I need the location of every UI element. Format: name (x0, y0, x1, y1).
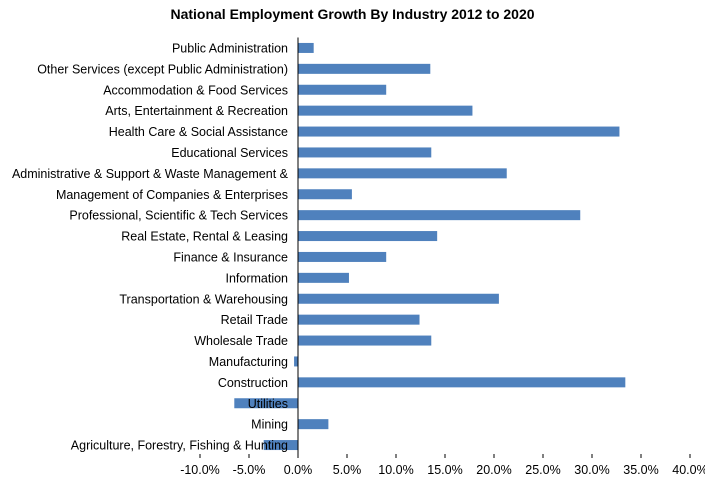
category-labels-group: Public Administration Other Services (exc… (12, 41, 289, 452)
bars-group (234, 42, 626, 451)
bar-7 (298, 189, 352, 200)
bar-12 (298, 293, 499, 304)
category-label-6: Administrative & Support & Waste Managem… (12, 167, 289, 181)
category-label-16: Construction (218, 376, 288, 390)
bar-19 (263, 440, 298, 451)
bar-18 (298, 419, 329, 430)
category-label-5: Educational Services (171, 146, 288, 160)
bar-1 (298, 63, 431, 74)
bar-6 (298, 168, 507, 179)
bar-17 (234, 398, 298, 409)
x-tick-label-6: 20.0% (476, 463, 511, 477)
bar-5 (298, 147, 432, 158)
category-label-10: Finance & Insurance (173, 250, 288, 264)
category-label-13: Retail Trade (221, 313, 288, 327)
x-tick-label-0: -10.0% (180, 463, 220, 477)
bar-4 (298, 126, 620, 137)
category-label-7: Management of Companies & Enterprises (56, 188, 288, 202)
category-label-15: Manufacturing (209, 355, 288, 369)
bar-9 (298, 231, 438, 242)
category-label-19: Agriculture, Forestry, Fishing & Hunting (71, 439, 288, 453)
bar-8 (298, 210, 581, 221)
category-label-1: Other Services (except Public Administra… (37, 62, 288, 76)
bar-14 (298, 335, 432, 346)
bar-16 (298, 377, 626, 388)
x-tick-label-5: 15.0% (427, 463, 462, 477)
category-label-18: Mining (251, 418, 288, 432)
x-tick-label-2: 0.0% (284, 463, 313, 477)
x-tick-label-9: 35.0% (623, 463, 658, 477)
category-label-17: Utilities (248, 397, 288, 411)
chart-title: National Employment Growth By Industry 2… (170, 6, 535, 22)
category-label-11: Information (225, 271, 288, 285)
category-label-2: Accommodation & Food Services (103, 83, 288, 97)
bar-13 (298, 314, 420, 325)
category-label-14: Wholesale Trade (194, 334, 288, 348)
x-tick-labels-group: -10.0% -5.0% 0.0% 5.0% 10.0% 15.0% 20.0% 25.0% 3… (180, 454, 705, 477)
category-label-0: Public Administration (172, 41, 288, 55)
bar-2 (298, 84, 387, 95)
x-tick-label-3: 5.0% (333, 463, 362, 477)
category-label-3: Arts, Entertainment & Recreation (105, 104, 288, 118)
category-label-12: Transportation & Warehousing (119, 292, 288, 306)
x-tick-label-8: 30.0% (574, 463, 609, 477)
category-label-9: Real Estate, Rental & Leasing (121, 230, 288, 244)
x-tick-label-7: 25.0% (525, 463, 560, 477)
bar-15 (294, 356, 298, 367)
x-tick-label-4: 10.0% (378, 463, 413, 477)
category-label-4: Health Care & Social Assistance (109, 125, 288, 139)
x-tick-label-10: 40.0% (672, 463, 705, 477)
bar-10 (298, 251, 387, 262)
bar-0 (298, 42, 314, 53)
bar-3 (298, 105, 473, 116)
x-tick-label-1: -5.0% (233, 463, 266, 477)
category-label-8: Professional, Scientific & Tech Services (69, 209, 288, 223)
bar-11 (298, 272, 349, 283)
